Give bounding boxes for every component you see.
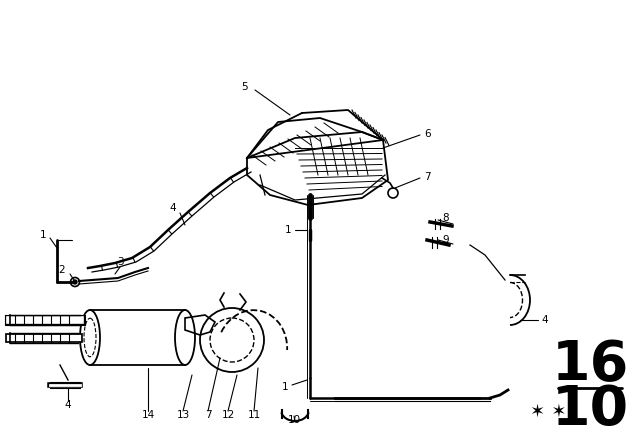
Text: 13: 13 — [177, 410, 189, 420]
Text: 3: 3 — [116, 257, 124, 267]
Text: 14: 14 — [141, 410, 155, 420]
Text: 6: 6 — [424, 129, 431, 139]
Text: 9: 9 — [442, 235, 449, 245]
Text: 10: 10 — [552, 383, 628, 437]
Text: 10: 10 — [287, 415, 301, 425]
Text: 4: 4 — [170, 203, 176, 213]
Text: 7: 7 — [424, 172, 431, 182]
Text: 12: 12 — [221, 410, 235, 420]
Text: 1: 1 — [282, 382, 288, 392]
Text: 5: 5 — [241, 82, 248, 92]
Text: 4: 4 — [65, 400, 71, 410]
Text: 4: 4 — [541, 315, 548, 325]
Text: 8: 8 — [442, 213, 449, 223]
Text: ✶ ✶: ✶ ✶ — [530, 403, 566, 421]
Text: 2: 2 — [58, 265, 65, 275]
Text: 11: 11 — [248, 410, 260, 420]
Text: 16: 16 — [551, 338, 628, 392]
Text: 1: 1 — [40, 230, 46, 240]
Text: 7: 7 — [205, 410, 211, 420]
Text: 1: 1 — [284, 225, 291, 235]
Circle shape — [73, 280, 77, 284]
